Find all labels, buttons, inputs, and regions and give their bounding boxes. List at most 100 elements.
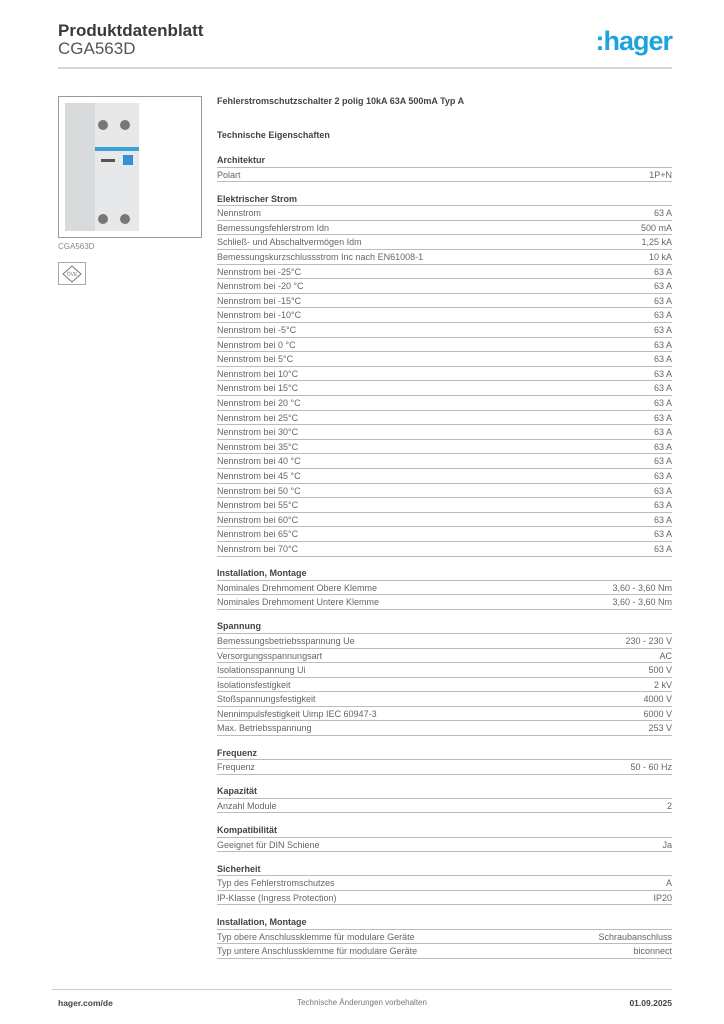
hager-logo: :hager bbox=[595, 26, 673, 56]
spec-row: Anzahl Module 2 bbox=[217, 799, 672, 814]
spec-value: 2 kV bbox=[653, 679, 672, 690]
spec-section: Frequenz Frequenz 50 - 60 Hz bbox=[217, 746, 672, 775]
spec-value: 500 V bbox=[648, 665, 672, 676]
spec-label: Versorgungsspannungsart bbox=[217, 650, 323, 661]
spec-label: Typ untere Anschlussklemme für modulare … bbox=[217, 946, 418, 957]
spec-row: Bemessungskurzschlussstrom Inc nach EN61… bbox=[217, 250, 672, 265]
spec-value: 63 A bbox=[653, 383, 672, 394]
spec-value: 4000 V bbox=[643, 694, 672, 705]
spec-value: 63 A bbox=[653, 427, 672, 438]
spec-value: 63 A bbox=[653, 281, 672, 292]
spec-row: Nennstrom bei 10°C 63 A bbox=[217, 367, 672, 382]
spec-section: Spannung Bemessungsbetriebsspannung Ue 230… bbox=[217, 619, 672, 737]
spec-label: Nennstrom bei 50 °C bbox=[217, 485, 301, 496]
spec-row: Nennstrom bei 70°C 63 A bbox=[217, 542, 672, 557]
spec-label: Nennstrom bei 30°C bbox=[217, 427, 299, 438]
spec-label: Nominales Drehmoment Obere Klemme bbox=[217, 582, 378, 593]
spec-value: 1,25 kA bbox=[641, 237, 672, 248]
spec-label: Max. Betriebsspannung bbox=[217, 723, 312, 734]
spec-row: Nennstrom bei 0 °C 63 A bbox=[217, 338, 672, 353]
spec-section: Kapazität Anzahl Module 2 bbox=[217, 784, 672, 814]
spec-row: Stoßspannungsfestigkeit 4000 V bbox=[217, 692, 672, 707]
spec-row: Nennimpulsfestigkeit Uimp IEC 60947-3 600… bbox=[217, 707, 672, 722]
spec-label: Bemessungsfehlerstrom Idn bbox=[217, 222, 330, 233]
spec-row: Versorgungsspannungsart AC bbox=[217, 649, 672, 664]
spec-value: 253 V bbox=[648, 723, 672, 734]
spec-label: Stoßspannungsfestigkeit bbox=[217, 694, 316, 705]
spec-value: 63 A bbox=[653, 325, 672, 336]
spec-label: Isolationsspannung Ui bbox=[217, 665, 306, 676]
spec-value: 2 bbox=[666, 800, 672, 811]
header-divider bbox=[58, 67, 672, 69]
spec-value: 63 A bbox=[653, 208, 672, 219]
product-code: CGA563D bbox=[58, 39, 136, 58]
spec-label: Nennstrom bei -5°C bbox=[217, 325, 297, 336]
specifications: Fehlerstromschutzschalter 2 polig 10kA 6… bbox=[217, 94, 672, 959]
spec-label: Nennstrom bei 20 °C bbox=[217, 398, 301, 408]
spec-label: Nennstrom bbox=[217, 208, 262, 219]
spec-row: Nominales Drehmoment Obere Klemme 3,60 - … bbox=[217, 581, 672, 596]
spec-row: Nennstrom bei 65°C 63 A bbox=[217, 527, 672, 542]
spec-value: AC bbox=[659, 650, 672, 661]
spec-label: Typ obere Anschlussklemme für modulare G… bbox=[217, 931, 415, 942]
spec-row: Nennstrom bei 55°C 63 A bbox=[217, 498, 672, 513]
spec-label: Anzahl Module bbox=[217, 800, 277, 811]
spec-label: Geeignet für DIN Schiene bbox=[217, 839, 320, 850]
spec-row: Nennstrom bei -15°C 63 A bbox=[217, 294, 672, 309]
spec-row: Typ untere Anschlussklemme für modulare … bbox=[217, 944, 672, 959]
spec-value: 63 A bbox=[653, 339, 672, 350]
product-image bbox=[58, 96, 202, 238]
spec-section: Elektrischer Strom Nennstrom 63 A Bemessung… bbox=[217, 192, 672, 557]
spec-label: Frequenz bbox=[217, 762, 256, 773]
spec-value: biconnect bbox=[633, 946, 672, 957]
footer-website: hager.com/de bbox=[58, 998, 113, 1008]
spec-value: 63 A bbox=[653, 485, 672, 496]
footer-date: 01.09.2025 bbox=[629, 998, 672, 1008]
spec-row: Max. Betriebsspannung 253 V bbox=[217, 721, 672, 737]
spec-row: Nennstrom bei -20 °C 63 A bbox=[217, 279, 672, 294]
spec-label: Nennstrom bei 70°C bbox=[217, 543, 299, 554]
section-title: Kapazität bbox=[217, 784, 672, 799]
spec-value: 3,60 - 3,60 Nm bbox=[612, 582, 672, 593]
spec-label: Nennstrom bei 25°C bbox=[217, 412, 299, 423]
spec-label: Nennimpulsfestigkeit Uimp IEC 60947-3 bbox=[217, 708, 377, 719]
spec-label: Polart bbox=[217, 169, 241, 180]
spec-row: Isolationsfestigkeit 2 kV bbox=[217, 678, 672, 693]
spec-row: Typ obere Anschlussklemme für modulare G… bbox=[217, 930, 672, 945]
spec-row: Polart 1P+N bbox=[217, 168, 672, 183]
footer-disclaimer: Technische Änderungen vorbehalten bbox=[297, 998, 427, 1007]
spec-row: Schließ- und Abschaltvermögen Idm 1,25 kA bbox=[217, 235, 672, 251]
spec-label: Nennstrom bei 10°C bbox=[217, 368, 299, 379]
tech-heading: Technische Eigenschaften bbox=[217, 130, 330, 140]
spec-label: Isolationsfestigkeit bbox=[217, 679, 291, 690]
footer-divider bbox=[52, 989, 672, 990]
image-caption: CGA563D bbox=[58, 242, 95, 251]
spec-row: Typ des Fehlerstromschutzes A bbox=[217, 876, 672, 891]
spec-label: Nennstrom bei 45 °C bbox=[217, 470, 301, 481]
spec-value: 63 A bbox=[653, 310, 672, 321]
spec-value: 230 - 230 V bbox=[625, 635, 672, 646]
spec-label: Nennstrom bei 40 °C bbox=[217, 456, 301, 467]
spec-value: A bbox=[665, 878, 672, 889]
spec-row: Nennstrom bei 40 °C 63 A bbox=[217, 454, 672, 469]
spec-row: Nennstrom bei 50 °C 63 A bbox=[217, 484, 672, 499]
spec-row: Nennstrom bei -25°C 63 A bbox=[217, 265, 672, 280]
spec-value: 500 mA bbox=[640, 222, 672, 233]
spec-row: Nennstrom bei -10°C 63 A bbox=[217, 308, 672, 324]
spec-row: Isolationsspannung Ui 500 V bbox=[217, 663, 672, 678]
spec-value: 63 A bbox=[653, 295, 672, 306]
spec-label: Nennstrom bei 55°C bbox=[217, 500, 299, 511]
spec-row: Bemessungsfehlerstrom Idn 500 mA bbox=[217, 221, 672, 236]
spec-label: Nennstrom bei -25°C bbox=[217, 266, 302, 277]
spec-value: 63 A bbox=[653, 368, 672, 379]
spec-label: Nominales Drehmoment Untere Klemme bbox=[217, 597, 380, 608]
section-title: Frequenz bbox=[217, 746, 672, 761]
spec-row: Nennstrom bei 5°C 63 A bbox=[217, 352, 672, 367]
spec-label: Nennstrom bei 65°C bbox=[217, 529, 299, 540]
spec-row: Nominales Drehmoment Untere Klemme 3,60 -… bbox=[217, 595, 672, 610]
spec-row: Nennstrom bei 35°C 63 A bbox=[217, 440, 672, 455]
spec-value: 63 A bbox=[653, 543, 672, 554]
section-title: Installation, Montage bbox=[217, 915, 672, 930]
spec-label: Nennstrom bei 35°C bbox=[217, 441, 299, 452]
spec-value: 3,60 - 3,60 Nm bbox=[612, 597, 672, 608]
